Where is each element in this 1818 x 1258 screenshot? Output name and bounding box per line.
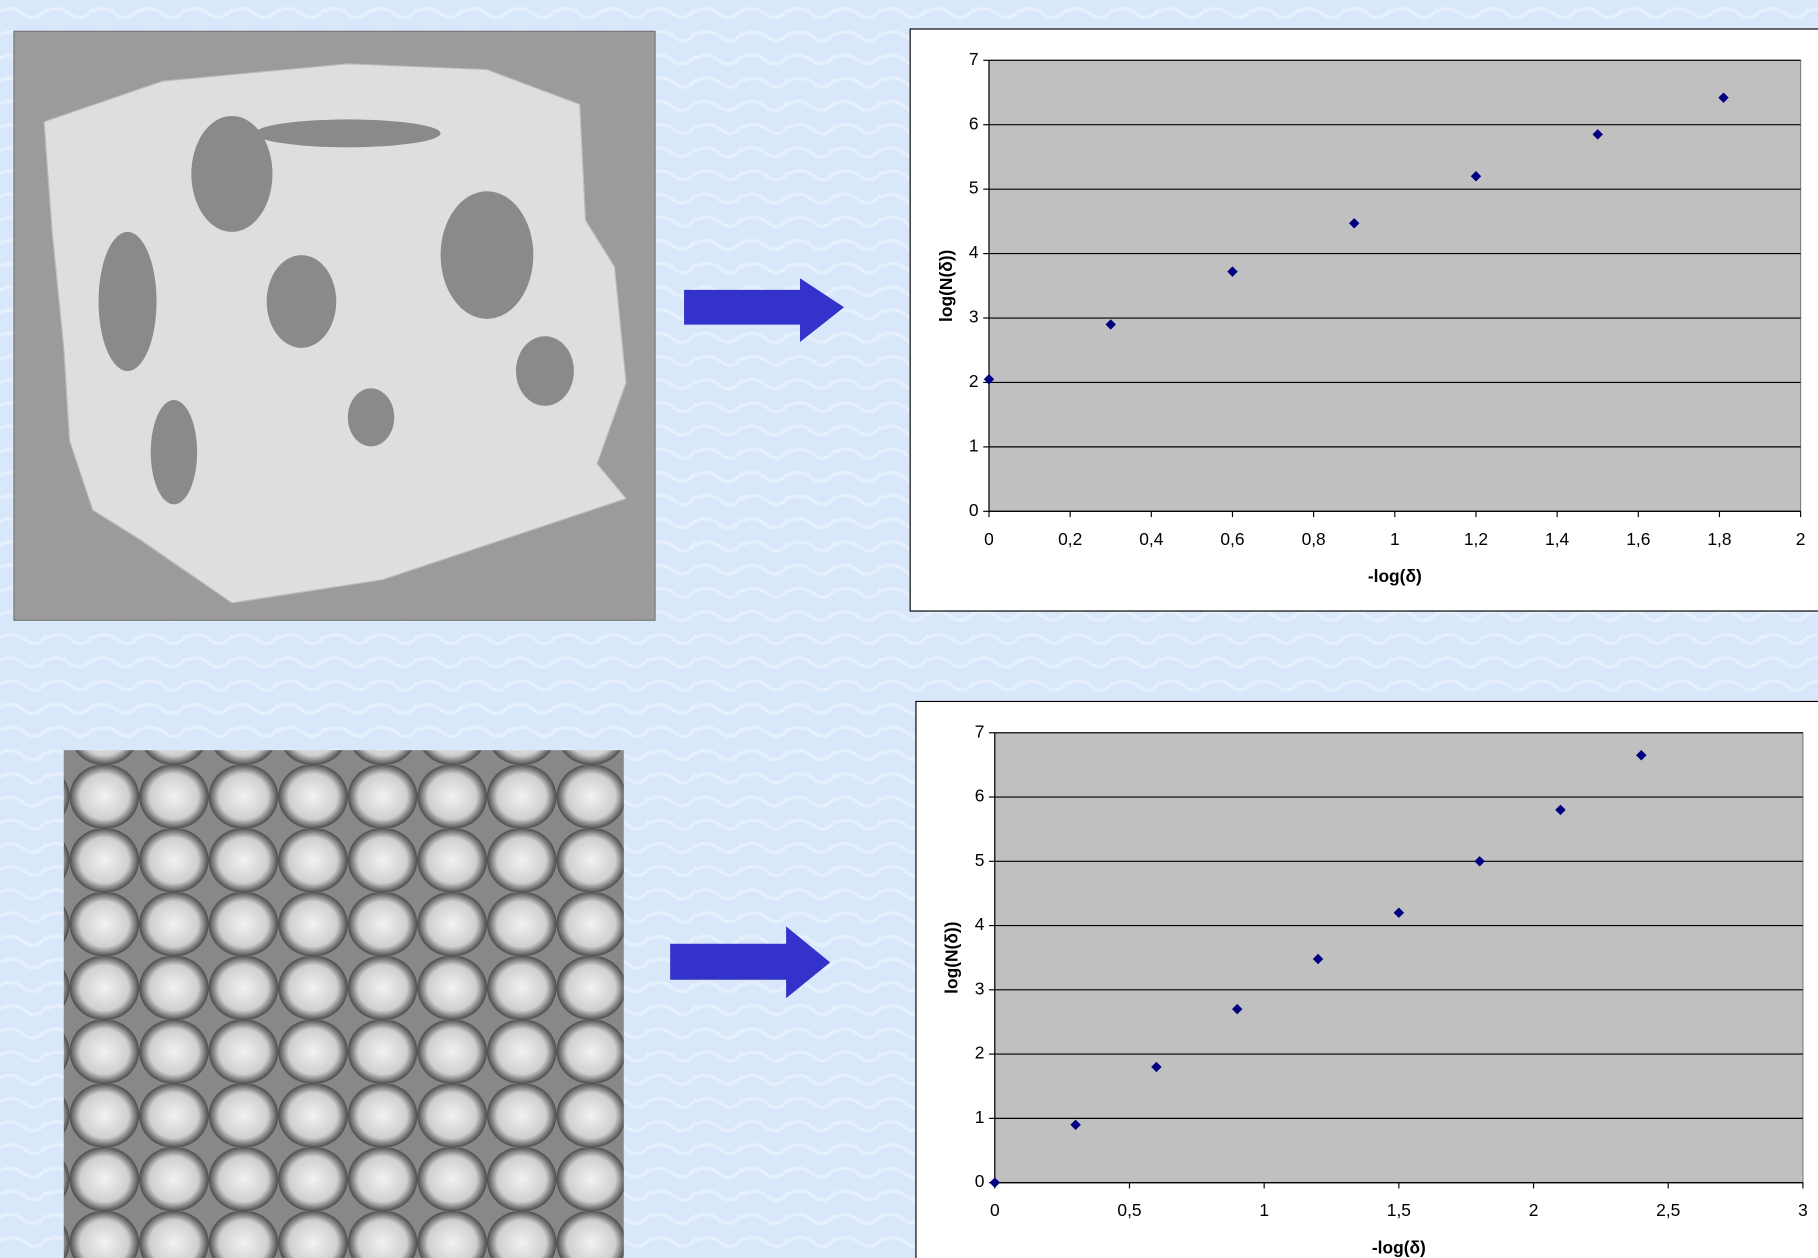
x-axis-label: -log(δ) (1372, 1237, 1426, 1257)
x-tick-label: 2 (1796, 529, 1806, 549)
y-tick-label: 2 (975, 1043, 985, 1063)
y-tick-label: 3 (969, 307, 979, 327)
y-tick-label: 0 (975, 1171, 985, 1191)
x-tick-label: 0,5 (1117, 1200, 1141, 1220)
x-tick-label: 1,2 (1464, 529, 1488, 549)
x-tick-label: 0 (984, 529, 994, 549)
x-tick-label: 1,8 (1707, 529, 1731, 549)
x-tick-label: 0 (990, 1200, 1000, 1220)
y-tick-label: 4 (975, 914, 985, 934)
x-tick-label: 2 (1529, 1200, 1539, 1220)
x-tick-label: 1 (1259, 1200, 1269, 1220)
y-tick-label: 5 (975, 850, 985, 870)
x-tick-label: 0,8 (1302, 529, 1326, 549)
x-tick-label: 1 (1390, 529, 1400, 549)
y-tick-label: 4 (969, 242, 979, 262)
y-tick-label: 5 (969, 178, 979, 198)
plot-area (995, 733, 1803, 1183)
x-tick-label: 3 (1798, 1200, 1808, 1220)
y-tick-label: 3 (975, 978, 985, 998)
x-tick-label: 1,4 (1545, 529, 1569, 549)
x-tick-label: 1,6 (1626, 529, 1650, 549)
x-tick-label: 0,2 (1058, 529, 1082, 549)
slide: 0 1 2 3 4 5 6 7 0 0,2 0,4 0,6 0,8 1 1,2 1,4 1,6 1,8 2 -log(… (0, 0, 1818, 1258)
y-tick-label: 2 (969, 371, 979, 391)
x-tick-label: 2,5 (1656, 1200, 1680, 1220)
page: 0 1 2 3 4 5 6 7 0 0,2 0,4 0,6 0,8 1 1,2 1,4 1,6 1,8 2 -log(… (0, 0, 1818, 1258)
x-tick-label: 0,4 (1139, 529, 1163, 549)
y-tick-label: 6 (975, 786, 985, 806)
y-tick-label: 1 (969, 435, 979, 455)
x-tick-label: 0,6 (1220, 529, 1244, 549)
y-tick-label: 6 (969, 113, 979, 133)
y-tick-label: 1 (975, 1107, 985, 1127)
y-tick-label: 0 (969, 500, 979, 520)
x-tick-label: 1,5 (1387, 1200, 1411, 1220)
y-axis-label: log(N(δ)) (936, 250, 956, 322)
plot-area (989, 60, 1801, 511)
foam-image (64, 750, 624, 1258)
y-axis-label: log(N(δ)) (942, 922, 962, 994)
x-axis-label: -log(δ) (1368, 566, 1422, 586)
y-tick-label: 7 (975, 721, 985, 741)
y-tick-label: 7 (969, 49, 979, 69)
